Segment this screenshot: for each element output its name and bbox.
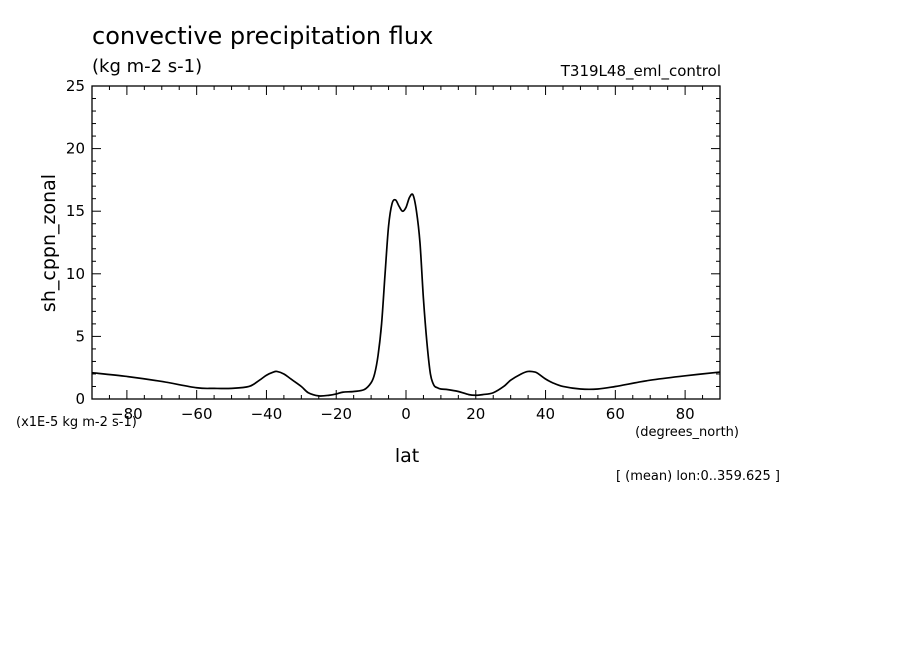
y-tick-labels: 0 5 10 15 20 25 [66, 77, 85, 408]
y-axis-label: sh_cppn_zonal [38, 173, 60, 313]
y-tick-label: 5 [75, 327, 85, 345]
x-tick-label: −80 [111, 405, 143, 423]
x-tick-label: 20 [466, 405, 485, 423]
x-tick-label: 80 [676, 405, 695, 423]
y-tick-label: 20 [66, 140, 85, 158]
y-tick-label: 25 [66, 77, 85, 95]
run-label: T319L48_eml_control [560, 62, 721, 80]
axis-ticks [91, 85, 721, 400]
x-tick-label: 40 [536, 405, 555, 423]
plot-frame [91, 85, 721, 400]
chart-units: (kg m-2 s-1) [92, 56, 203, 77]
y-tick-label: 15 [66, 202, 85, 220]
chart-title: convective precipitation flux [92, 22, 434, 50]
y-tick-label: 10 [66, 265, 85, 283]
series-layer [91, 193, 721, 397]
mean-note: [ (mean) lon:0..359.625 ] [615, 469, 780, 484]
x-tick-label: −40 [251, 405, 283, 423]
x-axis-label: lat [394, 445, 420, 467]
scale-note: (x1E-5 kg m-2 s-1) [16, 415, 137, 430]
x-tick-label: 0 [401, 405, 411, 423]
x-tick-label: −20 [320, 405, 352, 423]
x-axis-units: (degrees_north) [635, 425, 739, 440]
y-tick-label: 0 [75, 390, 85, 408]
series-line [91, 193, 721, 397]
x-tick-labels: −80 −60 −40 −20 0 20 40 60 80 [111, 405, 695, 423]
x-tick-label: 60 [606, 405, 625, 423]
x-tick-label: −60 [181, 405, 213, 423]
